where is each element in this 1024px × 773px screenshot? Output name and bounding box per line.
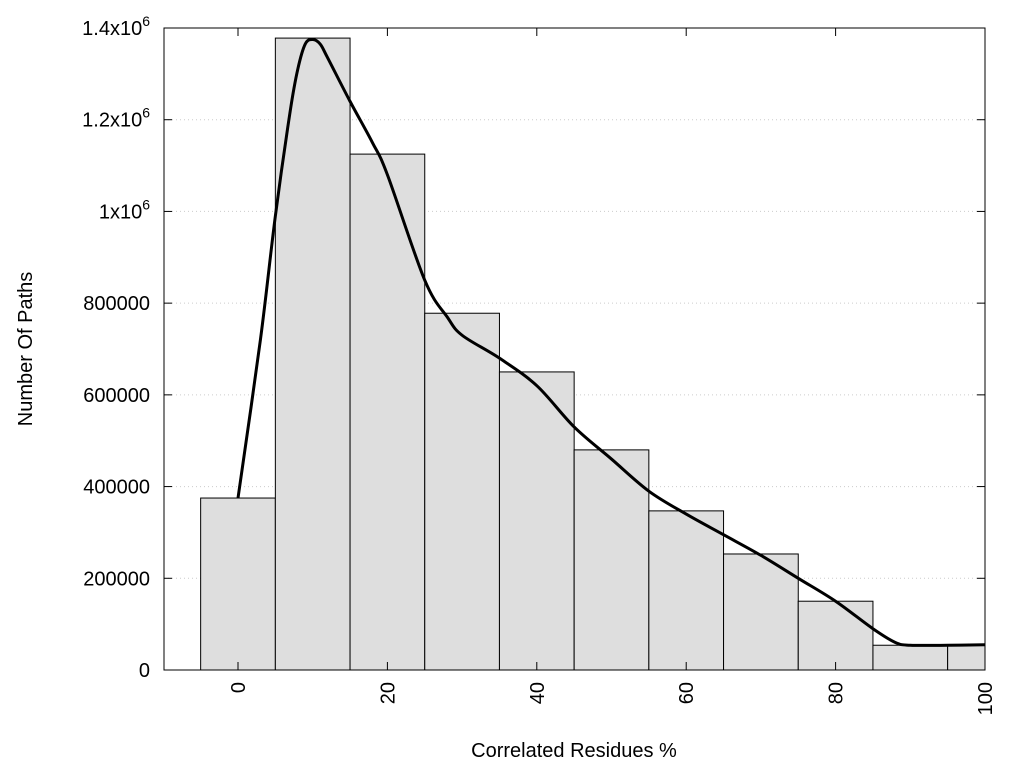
y-axis-ticks: 0 200000 400000 600000 800000 1x106 1.2x106 1.4… (82, 13, 985, 682)
x-tick-label: 60 (676, 682, 698, 704)
density-curve (236, 37, 986, 647)
x-tick-label: 20 (377, 682, 399, 704)
y-tick-label: 200000 (83, 568, 150, 590)
x-tick-label: 80 (826, 682, 848, 704)
x-axis-ticks: 0 20 40 60 80 100 (228, 28, 997, 715)
histogram-bar (424, 312, 500, 671)
y-tick-label: 0 (139, 660, 150, 682)
histogram-bar (723, 553, 799, 671)
x-tick-label: 100 (975, 682, 997, 715)
y-axis-label: Number Of Paths (15, 272, 37, 427)
y-tick-label: 400000 (83, 477, 150, 499)
histogram-bar (797, 600, 874, 671)
histogram-bar (947, 644, 986, 671)
histogram-bar (200, 497, 276, 671)
plot-frame (163, 27, 986, 671)
x-tick-label: 40 (527, 682, 549, 704)
histogram-bar (349, 153, 426, 671)
y-tick-label: 1.2x106 (82, 105, 150, 132)
histogram-bar (274, 37, 351, 671)
x-axis-label: Correlated Residues % (471, 740, 677, 762)
histogram-bar (872, 644, 949, 671)
histogram-bar (648, 510, 725, 671)
y-tick-label: 1x106 (99, 196, 150, 223)
y-tick-label: 1.4x106 (82, 13, 150, 40)
bars (200, 37, 986, 671)
x-tick-label: 0 (228, 682, 250, 693)
histogram-bar (573, 449, 650, 671)
y-tick-label: 600000 (83, 385, 150, 407)
y-tick-label: 800000 (83, 293, 150, 315)
